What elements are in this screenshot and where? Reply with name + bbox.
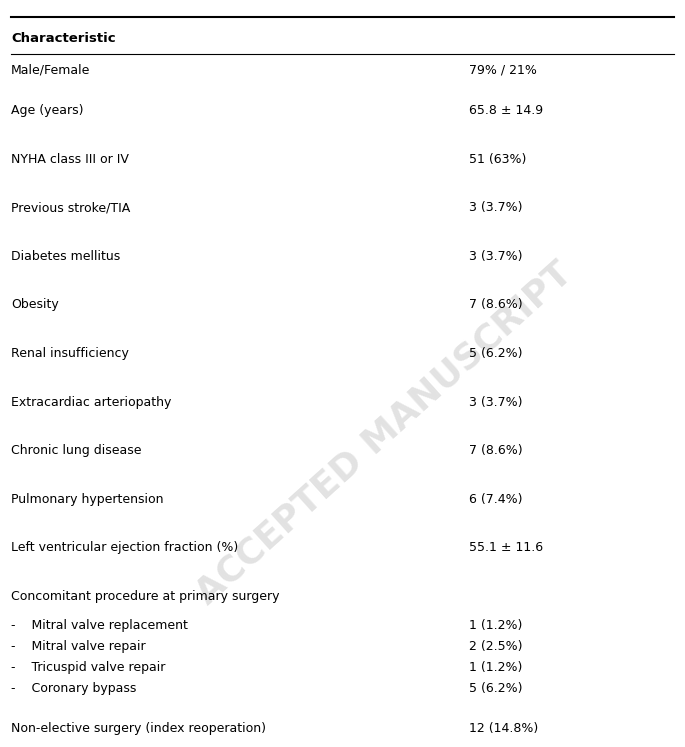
Text: 3 (3.7%): 3 (3.7%) [469,201,523,214]
Text: Characteristic: Characteristic [11,32,116,46]
Text: 55.1 ± 11.6: 55.1 ± 11.6 [469,542,543,554]
Text: Chronic lung disease: Chronic lung disease [11,444,142,457]
Text: Previous stroke/TIA: Previous stroke/TIA [11,201,130,214]
Text: 6 (7.4%): 6 (7.4%) [469,493,523,506]
Text: 51 (63%): 51 (63%) [469,152,527,166]
Text: 5 (6.2%): 5 (6.2%) [469,682,523,695]
Text: -    Mitral valve repair: - Mitral valve repair [11,640,146,653]
Text: 7 (8.6%): 7 (8.6%) [469,444,523,457]
Text: 7 (8.6%): 7 (8.6%) [469,298,523,311]
Text: Concomitant procedure at primary surgery: Concomitant procedure at primary surgery [11,590,279,603]
Text: ACCEPTED MANUSCRIPT: ACCEPTED MANUSCRIPT [189,255,578,611]
Text: Renal insufficiency: Renal insufficiency [11,347,129,360]
Text: Non-elective surgery (index reoperation): Non-elective surgery (index reoperation) [11,722,266,735]
Text: Extracardiac arteriopathy: Extracardiac arteriopathy [11,396,171,409]
Text: 1 (1.2%): 1 (1.2%) [469,661,523,674]
Text: 2 (2.5%): 2 (2.5%) [469,640,523,653]
Text: -    Mitral valve replacement: - Mitral valve replacement [11,619,188,632]
Text: Male/Female: Male/Female [11,63,90,77]
Text: 3 (3.7%): 3 (3.7%) [469,249,523,263]
Text: Obesity: Obesity [11,298,59,311]
Text: -    Tricuspid valve repair: - Tricuspid valve repair [11,661,166,674]
Text: Pulmonary hypertension: Pulmonary hypertension [11,493,164,506]
Text: -    Coronary bypass: - Coronary bypass [11,682,136,695]
Text: 5 (6.2%): 5 (6.2%) [469,347,523,360]
Text: 3 (3.7%): 3 (3.7%) [469,396,523,409]
Text: NYHA class III or IV: NYHA class III or IV [11,152,129,166]
Text: Age (years): Age (years) [11,104,84,117]
Text: 79% / 21%: 79% / 21% [469,63,537,77]
Text: 65.8 ± 14.9: 65.8 ± 14.9 [469,104,543,117]
Text: 1 (1.2%): 1 (1.2%) [469,619,523,632]
Text: Diabetes mellitus: Diabetes mellitus [11,249,121,263]
Text: 12 (14.8%): 12 (14.8%) [469,722,538,735]
Text: Left ventricular ejection fraction (%): Left ventricular ejection fraction (%) [11,542,238,554]
